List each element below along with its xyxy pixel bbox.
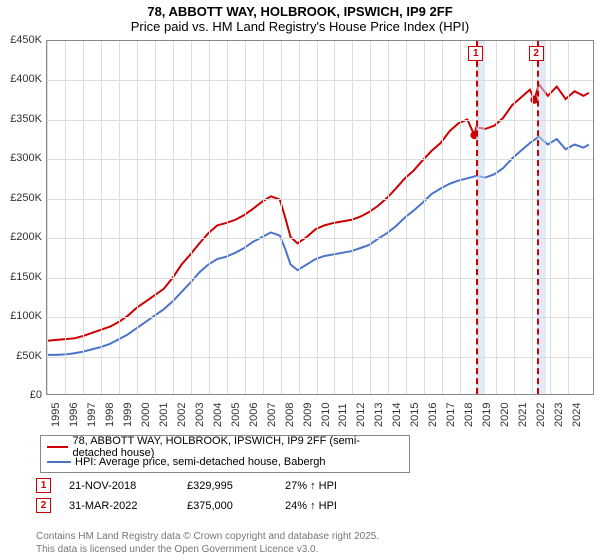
x-tick-label: 2021	[517, 403, 529, 427]
x-tick-label: 2003	[194, 403, 206, 427]
legend-row: 78, ABBOTT WAY, HOLBROOK, IPSWICH, IP9 2…	[47, 439, 403, 454]
legend-box: 78, ABBOTT WAY, HOLBROOK, IPSWICH, IP9 2…	[40, 435, 410, 473]
transaction-pct: 24% ↑ HPI	[285, 500, 590, 512]
series-line	[48, 137, 589, 355]
x-tick-label: 2009	[302, 403, 314, 427]
x-tick-label: 2001	[158, 403, 170, 427]
x-tick-label: 2016	[427, 403, 439, 427]
legend-swatch	[47, 446, 68, 448]
transaction-price: £329,995	[187, 480, 267, 492]
y-tick-label: £100K	[0, 310, 42, 322]
transaction-date: 21-NOV-2018	[69, 480, 169, 492]
y-tick-label: £150K	[0, 271, 42, 283]
transaction-price: £375,000	[187, 500, 267, 512]
x-tick-label: 2012	[355, 403, 367, 427]
footer-line2: This data is licensed under the Open Gov…	[36, 544, 379, 557]
x-tick-label: 1999	[122, 403, 134, 427]
footer-line1: Contains HM Land Registry data © Crown c…	[36, 531, 379, 544]
y-tick-label: £250K	[0, 192, 42, 204]
x-tick-label: 1998	[104, 403, 116, 427]
y-tick-label: £400K	[0, 73, 42, 85]
x-tick-label: 2015	[409, 403, 421, 427]
transaction-pct: 27% ↑ HPI	[285, 480, 590, 492]
legend-swatch	[47, 461, 71, 463]
y-tick-label: £200K	[0, 231, 42, 243]
footer-attribution: Contains HM Land Registry data © Crown c…	[36, 531, 379, 556]
series-line	[48, 84, 589, 341]
x-tick-label: 2023	[553, 403, 565, 427]
x-tick-label: 2017	[445, 403, 457, 427]
y-tick-label: £450K	[0, 34, 42, 46]
x-tick-label: 2013	[373, 403, 385, 427]
y-tick-label: £0	[0, 389, 42, 401]
y-tick-label: £50K	[0, 350, 42, 362]
x-tick-label: 1995	[50, 403, 62, 427]
x-tick-label: 2006	[248, 403, 260, 427]
y-tick-label: £350K	[0, 113, 42, 125]
x-tick-label: 2024	[571, 403, 583, 427]
x-tick-label: 2005	[230, 403, 242, 427]
transaction-marker: 2	[36, 498, 51, 513]
x-tick-label: 2002	[176, 403, 188, 427]
x-tick-label: 2010	[320, 403, 332, 427]
x-tick-label: 2011	[337, 403, 349, 427]
chart-marker-2: 2	[529, 46, 544, 61]
x-tick-label: 2008	[284, 403, 296, 427]
chart-title-line1: 78, ABBOTT WAY, HOLBROOK, IPSWICH, IP9 2…	[0, 4, 600, 19]
transaction-marker: 1	[36, 478, 51, 493]
chart-title-line2: Price paid vs. HM Land Registry's House …	[0, 19, 600, 34]
x-tick-label: 2020	[499, 403, 511, 427]
x-tick-label: 2019	[481, 403, 493, 427]
x-tick-label: 2014	[391, 403, 403, 427]
x-tick-label: 2007	[266, 403, 278, 427]
x-tick-label: 1997	[86, 403, 98, 427]
x-tick-label: 2018	[463, 403, 475, 427]
chart-marker-1: 1	[468, 46, 483, 61]
chart-plot-area	[46, 40, 594, 395]
transaction-date: 31-MAR-2022	[69, 500, 169, 512]
x-tick-label: 1996	[68, 403, 80, 427]
x-tick-label: 2004	[212, 403, 224, 427]
transaction-row: 1 21-NOV-2018 £329,995 27% ↑ HPI	[36, 478, 590, 493]
legend-label: HPI: Average price, semi-detached house,…	[75, 456, 326, 468]
x-tick-label: 2022	[535, 403, 547, 427]
transaction-row: 2 31-MAR-2022 £375,000 24% ↑ HPI	[36, 498, 590, 513]
chart-lines	[47, 41, 593, 394]
x-tick-label: 2000	[140, 403, 152, 427]
y-tick-label: £300K	[0, 152, 42, 164]
